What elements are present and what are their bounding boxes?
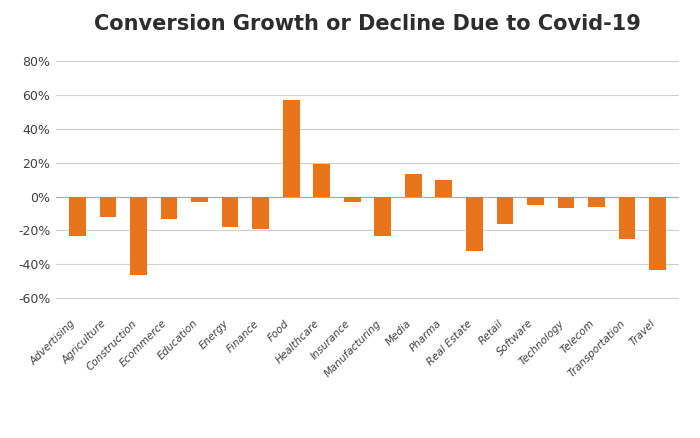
Bar (649, 197, 666, 269)
Bar (130, 197, 147, 275)
Bar (588, 197, 605, 207)
Bar (160, 197, 177, 219)
Bar (435, 180, 452, 197)
Bar (344, 197, 360, 201)
Bar (527, 197, 544, 205)
Bar (619, 197, 636, 239)
Title: Conversion Growth or Decline Due to Covid-19: Conversion Growth or Decline Due to Covi… (94, 14, 641, 34)
Bar (252, 197, 269, 229)
Bar (466, 197, 483, 251)
Bar (405, 174, 421, 197)
Bar (314, 164, 330, 197)
Bar (374, 197, 391, 236)
Bar (99, 197, 116, 217)
Bar (558, 197, 575, 208)
Bar (69, 197, 86, 236)
Bar (222, 197, 239, 227)
Bar (191, 197, 208, 201)
Bar (283, 100, 300, 197)
Bar (496, 197, 513, 224)
